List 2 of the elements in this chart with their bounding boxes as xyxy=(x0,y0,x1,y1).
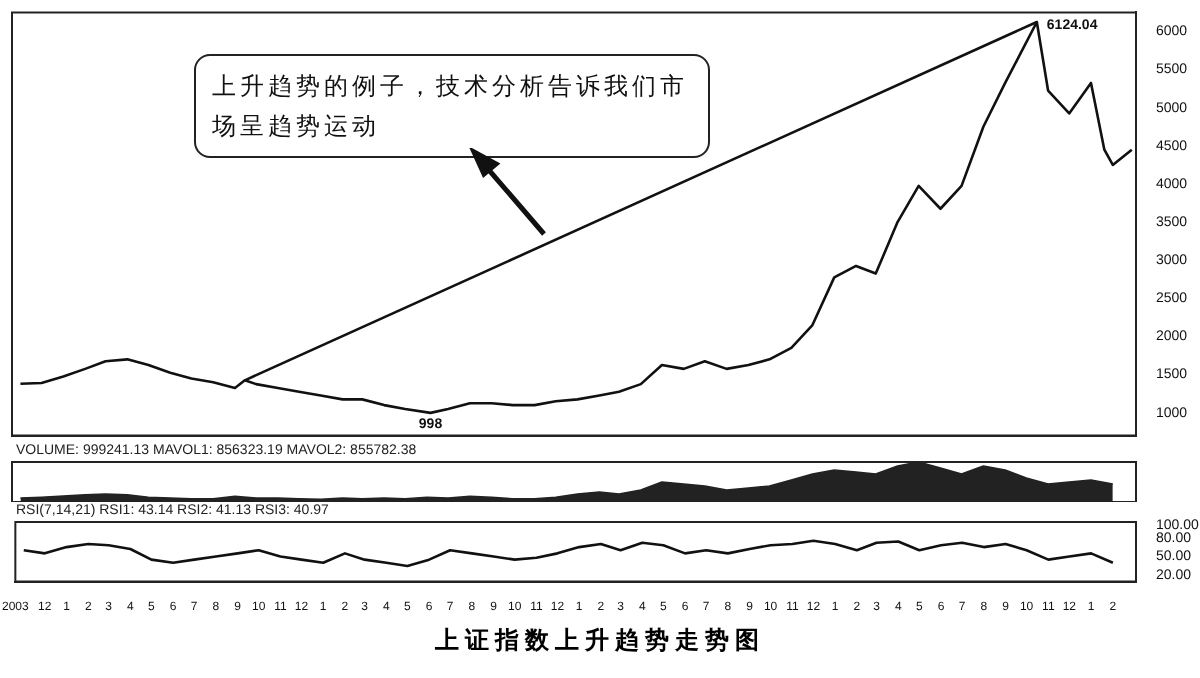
text: 上证指数上升趋势走势图 xyxy=(433,624,767,658)
annotation: 上升趋势的例子，技术分析告诉我们市场呈趋势运动 xyxy=(194,54,710,158)
